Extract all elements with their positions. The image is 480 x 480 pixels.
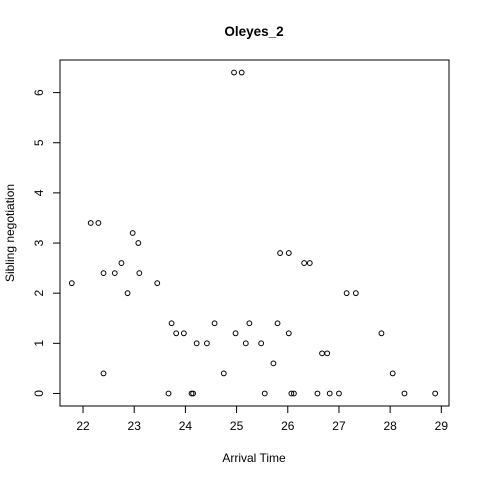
data-point: [258, 340, 265, 347]
data-point: [203, 340, 210, 347]
data-point: [378, 330, 385, 337]
data-point: [165, 390, 172, 397]
data-point: [246, 320, 253, 327]
data-point: [232, 330, 239, 337]
data-point: [352, 290, 359, 297]
x-axis: 22 23 24 25 26 27 28 29: [76, 405, 449, 433]
data-point: [314, 390, 321, 397]
data-point: [136, 270, 143, 277]
data-point: [336, 390, 342, 397]
x-tick-label: 24: [179, 419, 193, 433]
data-point: [288, 390, 295, 397]
y-tick-label: 1: [32, 340, 46, 347]
x-tick-label: 27: [332, 419, 346, 433]
data-point: [270, 360, 277, 367]
data-point: [432, 390, 439, 397]
data-point: [324, 350, 331, 357]
data-point: [261, 390, 268, 397]
data-point: [129, 230, 136, 236]
data-point: [326, 390, 333, 397]
data-point: [285, 250, 292, 256]
data-point: [220, 370, 227, 377]
data-point: [100, 270, 107, 277]
data-point: [242, 340, 249, 347]
x-tick-label: 25: [230, 419, 244, 433]
data-point: [343, 290, 350, 297]
chart-title: Oleyes_2: [224, 24, 283, 39]
data-point: [124, 290, 131, 297]
data-point: [306, 260, 313, 266]
x-tick-label: 28: [383, 419, 397, 433]
data-point: [100, 370, 107, 377]
data-point: [118, 260, 125, 266]
y-tick-label: 3: [32, 239, 46, 246]
data-point: [193, 340, 200, 347]
data-point: [389, 370, 396, 377]
data-point: [173, 330, 180, 337]
data-point: [68, 280, 75, 287]
y-axis-label: Sibling negotiation: [3, 184, 17, 282]
data-point: [87, 220, 94, 226]
x-tick-label: 26: [281, 419, 295, 433]
data-point: [111, 270, 118, 277]
data-point: [238, 69, 245, 76]
data-point: [180, 330, 187, 337]
data-point: [211, 320, 218, 327]
y-tick-label: 6: [32, 89, 46, 96]
data-point: [168, 320, 175, 327]
x-tick-label: 23: [128, 419, 142, 433]
x-tick-label: 29: [435, 419, 449, 433]
data-point: [231, 69, 237, 76]
data-points: [68, 69, 439, 397]
data-point: [291, 390, 297, 397]
data-point: [277, 250, 283, 256]
data-point: [285, 330, 292, 337]
data-point: [274, 320, 281, 327]
data-point: [154, 280, 161, 287]
data-point: [301, 260, 308, 266]
x-tick-label: 22: [76, 419, 90, 433]
data-point: [95, 220, 102, 226]
y-tick-label: 5: [32, 139, 46, 146]
data-point: [135, 240, 142, 246]
y-tick-label: 4: [32, 189, 46, 196]
y-axis: 0 1 2 3 4 5 6: [32, 89, 61, 397]
x-axis-label: Arrival Time: [222, 451, 286, 465]
y-tick-label: 0: [32, 390, 46, 397]
data-point: [401, 390, 408, 397]
y-tick-label: 2: [32, 290, 46, 297]
data-point: [190, 390, 196, 397]
